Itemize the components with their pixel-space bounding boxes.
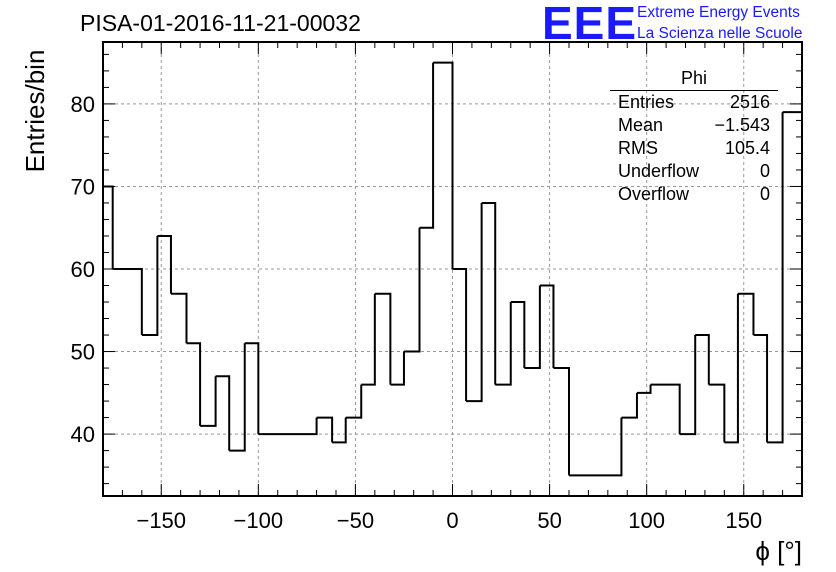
logo-line-2: La Scienza nelle Scuole <box>637 25 803 42</box>
x-tick-label: −50 <box>337 508 374 533</box>
stats-label: Overflow <box>618 184 690 204</box>
histogram-bin <box>332 417 347 444</box>
stats-label: Underflow <box>618 161 700 181</box>
histogram-bin <box>157 234 172 294</box>
histogram-bin <box>200 376 217 427</box>
histogram-bin <box>724 293 739 444</box>
histogram-bin <box>112 268 143 336</box>
stats-value: 0 <box>759 184 770 204</box>
histogram-bin <box>345 384 363 419</box>
histogram-bin <box>316 416 334 443</box>
chart-title: PISA-01-2016-11-21-00032 <box>80 10 361 36</box>
stats-row-entries: Entries 2516 <box>610 91 778 114</box>
histogram-bin <box>621 392 638 419</box>
stats-row-overflow: Overflow 0 <box>610 183 778 206</box>
histogram-bin <box>708 383 726 443</box>
histogram-bin <box>103 185 114 269</box>
x-tick-label: −100 <box>234 508 284 533</box>
x-tick-label: 50 <box>537 508 561 533</box>
histogram-bin <box>753 334 769 443</box>
stats-label: Mean <box>618 115 664 135</box>
histogram-bin <box>170 292 188 344</box>
x-axis-label: ϕ [°] <box>755 536 802 566</box>
y-tick-label: 70 <box>71 174 95 199</box>
histogram-bin <box>636 384 652 394</box>
eee-logo: EEE <box>542 0 638 49</box>
histogram-bin <box>650 383 681 435</box>
histogram-bin <box>553 367 570 476</box>
histogram-bin <box>524 285 541 370</box>
histogram-bin <box>361 293 376 386</box>
y-tick-label: 50 <box>71 340 95 365</box>
histogram-bin <box>244 342 260 435</box>
x-tick-label: 150 <box>725 508 762 533</box>
stats-label: Entries <box>618 92 675 112</box>
histogram-bin <box>186 342 202 426</box>
stats-label: RMS <box>618 138 658 158</box>
stats-box-title: Phi <box>610 66 778 91</box>
histogram-bin <box>510 301 526 369</box>
logo-line-1: Extreme Energy Events <box>637 4 800 21</box>
histogram-bin <box>539 284 555 369</box>
histogram-bin <box>141 235 159 337</box>
histogram-bin <box>419 62 435 229</box>
stats-row-rms: RMS 105.4 <box>610 137 778 160</box>
histogram-bin <box>495 302 512 386</box>
histogram-bin <box>403 227 421 353</box>
histogram-bin <box>374 292 392 385</box>
stats-box: Phi Entries 2516 Mean −1.543 RMS 105.4 U… <box>610 66 778 206</box>
histogram-bin <box>466 202 483 403</box>
histogram-bin <box>569 417 623 477</box>
stats-value: 2516 <box>729 92 770 112</box>
histogram-bin <box>433 61 454 269</box>
histogram-bin <box>767 112 784 444</box>
stats-row-mean: Mean −1.543 <box>610 114 778 137</box>
stats-value: 0 <box>759 161 770 181</box>
histogram-bin <box>258 417 318 436</box>
histogram-bin <box>390 351 405 386</box>
x-tick-label: 0 <box>446 508 458 533</box>
histogram-bin <box>215 375 231 451</box>
stats-value: −1.543 <box>714 115 770 135</box>
y-tick-label: 40 <box>71 422 95 447</box>
histogram-bin <box>229 343 246 452</box>
stats-row-underflow: Underflow 0 <box>610 160 778 183</box>
histogram-bin <box>679 335 697 436</box>
stats-value: 105.4 <box>724 138 770 158</box>
y-tick-label: 80 <box>71 92 95 117</box>
y-axis-label: Entries/bin <box>20 49 50 173</box>
y-tick-label: 60 <box>71 257 95 282</box>
plot-frame <box>102 41 803 497</box>
histogram-bin <box>481 201 497 385</box>
x-tick-label: −150 <box>136 508 186 533</box>
histogram-bin <box>695 334 710 385</box>
histogram-bin <box>452 268 468 402</box>
histogram-bin <box>737 292 755 336</box>
x-tick-label: 100 <box>628 508 665 533</box>
